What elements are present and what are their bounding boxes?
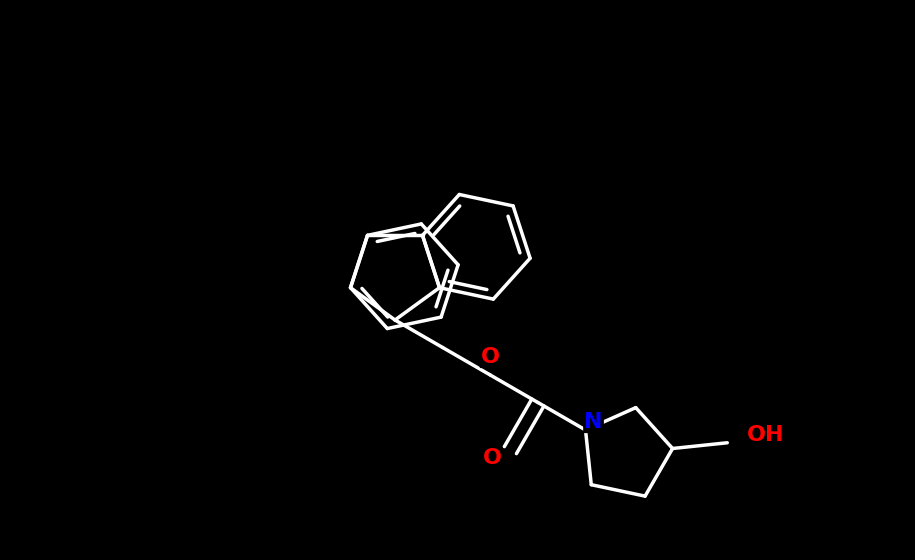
- Text: O: O: [480, 347, 500, 367]
- Text: OH: OH: [748, 424, 785, 445]
- Text: O: O: [483, 448, 502, 468]
- Text: N: N: [585, 412, 603, 432]
